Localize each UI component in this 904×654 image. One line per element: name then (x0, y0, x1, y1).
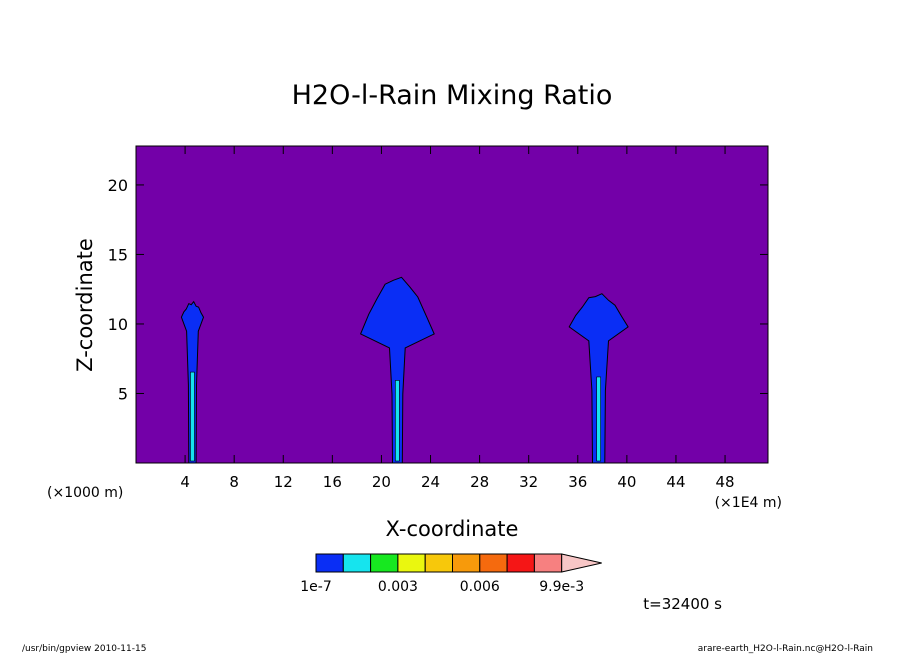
colorbar-swatch (370, 553, 399, 573)
x-tick-label: 24 (421, 473, 440, 491)
colorbar-swatch (533, 553, 563, 573)
colorbar-label: 9.9e-3 (539, 579, 584, 595)
x-tick-label: 16 (323, 473, 342, 491)
cloud-core-1 (190, 371, 195, 462)
x-tick-label: 28 (470, 473, 489, 491)
plot-background (136, 146, 768, 463)
colorbar: 1e-7 0.003 0.006 9.9e-3 (300, 553, 602, 595)
x-tick-label: 40 (617, 473, 636, 491)
y-tick-label: 15 (108, 245, 128, 264)
footer-right: arare-earth_H2O-l-Rain.nc@H2O-l-Rain (698, 644, 873, 654)
colorbar-swatch (452, 553, 481, 573)
x-tick-label: 12 (274, 473, 293, 491)
cloud-core-2 (395, 380, 400, 462)
x-tick-label: 8 (229, 473, 239, 491)
x-tick-label: 44 (666, 473, 685, 491)
x-axis-label: X-coordinate (386, 517, 519, 541)
chart-title: H2O-l-Rain Mixing Ratio (292, 80, 613, 111)
x-ticks: 4 8 12 16 20 24 28 32 36 40 44 48 (180, 146, 735, 491)
y-tick-label: 10 (108, 315, 128, 334)
x-tick-label: 32 (519, 473, 538, 491)
time-label: t=32400 s (643, 595, 722, 613)
colorbar-swatch (424, 553, 454, 573)
colorbar-swatch (506, 553, 535, 573)
cloud-contours (180, 276, 629, 464)
colorbar-label: 1e-7 (300, 579, 331, 595)
cloud-core-3 (596, 376, 601, 462)
colorbar-label: 0.006 (460, 579, 500, 595)
x-axis-unit-right: (×1E4 m) (715, 495, 782, 511)
y-tick-label: 20 (108, 176, 128, 195)
cloud-2 (359, 276, 435, 464)
plot-frame (135, 145, 769, 464)
colorbar-extension (561, 553, 602, 573)
colorbar-swatch (342, 553, 372, 573)
colorbar-swatch (315, 553, 344, 573)
y-axis-label: Z-coordinate (73, 238, 97, 372)
x-tick-label: 20 (372, 473, 391, 491)
x-tick-label: 4 (180, 473, 190, 491)
x-tick-label: 36 (568, 473, 587, 491)
colorbar-label: 0.003 (378, 579, 418, 595)
x-axis-unit-left: (×1000 m) (47, 485, 123, 501)
footer-left: /usr/bin/gpview 2010-11-15 (22, 644, 146, 654)
y-ticks: 5 10 15 20 (108, 176, 768, 403)
colorbar-swatch (479, 553, 508, 573)
y-tick-label: 5 (118, 384, 128, 403)
colorbar-swatch (397, 553, 426, 573)
x-tick-label: 48 (716, 473, 735, 491)
